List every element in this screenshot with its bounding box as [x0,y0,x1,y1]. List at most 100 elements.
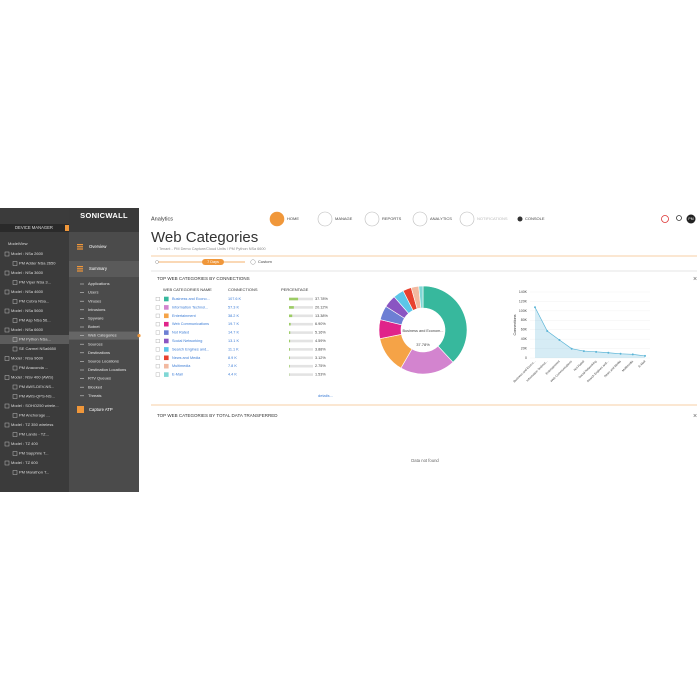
donut-slice[interactable] [422,285,468,363]
nav-subitem[interactable]: Threats [88,393,102,398]
row-checkbox[interactable] [155,355,160,360]
tree-item[interactable]: PM AWS-QPS-NS... [19,394,55,399]
point[interactable] [546,329,549,332]
tab-icon[interactable] [517,216,523,222]
connections[interactable]: 107.6 K [228,297,242,301]
point[interactable] [595,350,598,353]
tree-item[interactable]: Model : SOHO250 wirele... [11,403,59,408]
nav-subitem[interactable]: Destination Locations [88,367,126,372]
category-name[interactable]: Entertainment [172,314,197,318]
user-initials[interactable]: PM [688,217,693,221]
connections[interactable]: 14.7 K [228,331,239,335]
point[interactable] [582,350,585,353]
nav-subitem[interactable]: Sources [88,341,103,346]
nav-subitem[interactable]: Users [88,290,98,295]
tab-label[interactable]: NOTIFICATIONS [477,216,508,221]
row-checkbox[interactable] [155,364,160,369]
alert-icon[interactable] [661,215,669,223]
tab-label[interactable]: REPORTS [382,216,402,221]
nav-subitem[interactable]: Source Locations [88,358,119,363]
tab-label[interactable]: ANALYTICS [430,216,452,221]
nav-subitem[interactable]: Web Categories [88,333,117,338]
tree-item[interactable]: SE Carmel NSa6650 [19,346,57,351]
connections[interactable]: 4.4 K [228,373,237,377]
connections[interactable]: 38.2 K [228,314,239,318]
tab-icon[interactable] [412,211,428,227]
tree-item[interactable]: Model : NSa 5600 [11,308,44,313]
tab-icon[interactable] [317,211,333,227]
tab-icon[interactable] [364,211,380,227]
tree-item[interactable]: Model : NSa 9600 [11,356,44,361]
tree-item[interactable]: PM Sapphire T... [19,451,49,456]
tab-label[interactable]: CONSOLE [525,216,545,221]
close-icon[interactable]: × [693,276,697,283]
point[interactable] [558,338,561,341]
category-name[interactable]: Web Communications [172,322,209,326]
tree-item[interactable]: Model : NSa 3600 [11,270,44,275]
close-icon[interactable]: × [693,413,697,420]
connections[interactable]: 57.3 K [228,305,239,309]
connections[interactable]: 11.1 K [228,347,239,351]
row-checkbox[interactable] [155,297,160,302]
row-checkbox[interactable] [155,322,160,327]
tree-item[interactable]: Model : NSa 2600 [11,251,44,256]
row-checkbox[interactable] [155,330,160,335]
tree-item[interactable]: Model : TZ 350 wireless [11,422,53,427]
range-label[interactable]: 7 Days [207,260,219,264]
tree-item[interactable]: Model : NSa 6600 [11,327,44,332]
nav-item[interactable]: Capture ATP [89,407,113,412]
tree-item[interactable]: Model : NSv 400 (AWS) [11,375,54,380]
tree-item[interactable]: Model : TZ 600 [11,460,39,465]
point[interactable] [631,353,634,356]
tree-item[interactable]: PM Anaconda ... [19,365,48,370]
tree-item[interactable]: Model : NSa 4600 [11,289,44,294]
row-checkbox[interactable] [155,339,160,344]
nav-item[interactable]: Overview [89,244,107,249]
nav-subitem[interactable]: Destinations [88,350,110,355]
user-avatar[interactable] [686,214,696,224]
row-checkbox[interactable] [155,347,160,352]
tab-label[interactable]: MANAGE [335,216,353,221]
category-name[interactable]: E-Mail [172,373,183,377]
connections[interactable]: 19.7 K [228,322,239,326]
nav-subitem[interactable]: Intrusions [88,307,105,312]
point[interactable] [607,351,610,354]
nav-item[interactable]: Summary [89,266,108,271]
row-checkbox[interactable] [155,305,160,310]
connections[interactable]: 8.9 K [228,356,237,360]
nav-subitem[interactable]: Applications [88,281,110,286]
row-checkbox[interactable] [155,313,160,318]
tab-label[interactable]: HOME [287,216,299,221]
point[interactable] [534,306,536,309]
category-name[interactable]: Not Rated [172,331,189,335]
location-icon[interactable] [676,215,682,221]
category-name[interactable]: Social Networking [172,339,202,343]
tree-item[interactable]: PM Marathon T... [19,470,49,475]
tree-item[interactable]: PM Adder NSa 2650 [19,261,56,266]
connections[interactable]: 13.1 K [228,339,239,343]
tree-item[interactable]: Model : TZ 400 [11,441,39,446]
tab-icon[interactable] [459,211,475,227]
tree-item[interactable]: PM Lando - TZ... [19,432,49,437]
nav-subitem[interactable]: Botnet [88,324,100,329]
nav-subitem[interactable]: Spyware [88,315,104,320]
point[interactable] [570,347,573,350]
range-pill[interactable] [202,259,224,265]
nav-subitem[interactable]: RTV Queues [88,376,111,381]
donut-slice[interactable] [418,285,424,309]
category-name[interactable]: News and Media [172,356,201,360]
tree-item[interactable]: PM Anchorage ... [19,413,50,418]
connections[interactable]: 7.8 K [228,364,237,368]
nav-subitem[interactable]: Blocked [88,384,102,389]
tree-item[interactable]: PM AWS-DEV-NS... [19,384,54,389]
tree-item[interactable]: PM Python NSa... [19,337,51,342]
category-name[interactable]: Information Technol... [172,305,208,309]
tree-item[interactable]: PM Viper NSa 3... [19,280,51,285]
tree-item[interactable]: PM Cobra NSa... [19,299,49,304]
details-link[interactable]: details... [318,393,333,398]
category-name[interactable]: Search Engines and... [172,347,209,351]
custom-label[interactable]: Custom [258,259,272,264]
nav-subitem[interactable]: Viruses [88,298,101,303]
point[interactable] [619,352,622,355]
tab-icon[interactable] [269,211,285,227]
